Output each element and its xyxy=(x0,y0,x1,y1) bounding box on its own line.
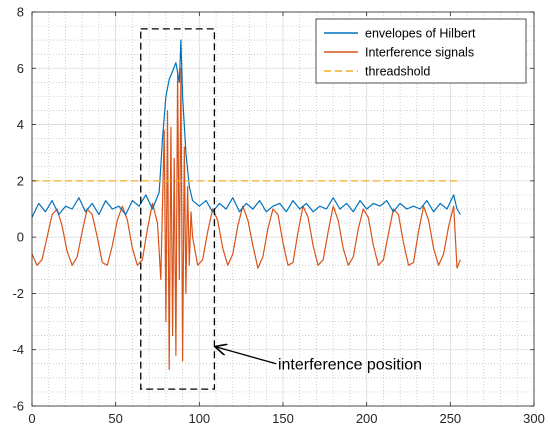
x-tick-label: 250 xyxy=(439,411,461,426)
legend: envelopes of Hilbert Interference signals… xyxy=(315,18,527,84)
annotation-label: interference position xyxy=(278,356,422,373)
x-tick-label: 200 xyxy=(356,411,378,426)
legend-entry-label: envelopes of Hilbert xyxy=(365,27,476,41)
series-line-0 xyxy=(31,39,461,218)
series-layer xyxy=(31,39,461,370)
y-tick-label: 2 xyxy=(17,173,24,188)
interference-box xyxy=(140,28,216,390)
x-tick-label: 150 xyxy=(272,411,294,426)
y-tick-label: 6 xyxy=(17,61,24,76)
y-tick-label: -6 xyxy=(12,399,24,414)
y-tick-label: 4 xyxy=(17,117,24,132)
x-axis-ticks: 0 50 100 150 200 250 300 xyxy=(28,12,545,426)
legend-entry-label: threadshold xyxy=(365,65,430,79)
y-axis-ticks: -6 -4 -2 0 2 4 6 8 xyxy=(12,5,534,414)
x-tick-label: 100 xyxy=(188,411,210,426)
y-tick-label: -2 xyxy=(12,286,24,301)
y-tick-label: 0 xyxy=(17,230,24,245)
y-tick-label: -4 xyxy=(12,342,24,357)
y-tick-label: 8 xyxy=(17,5,24,20)
annotation-layer: interference position xyxy=(140,28,422,390)
x-tick-label: 50 xyxy=(108,411,122,426)
x-tick-label: 300 xyxy=(523,411,545,426)
legend-box xyxy=(315,18,527,84)
legend-entry-label: Interference signals xyxy=(365,46,474,60)
x-tick-label: 0 xyxy=(28,411,35,426)
annotation-arrow xyxy=(216,347,277,365)
series-line-1 xyxy=(31,67,461,370)
